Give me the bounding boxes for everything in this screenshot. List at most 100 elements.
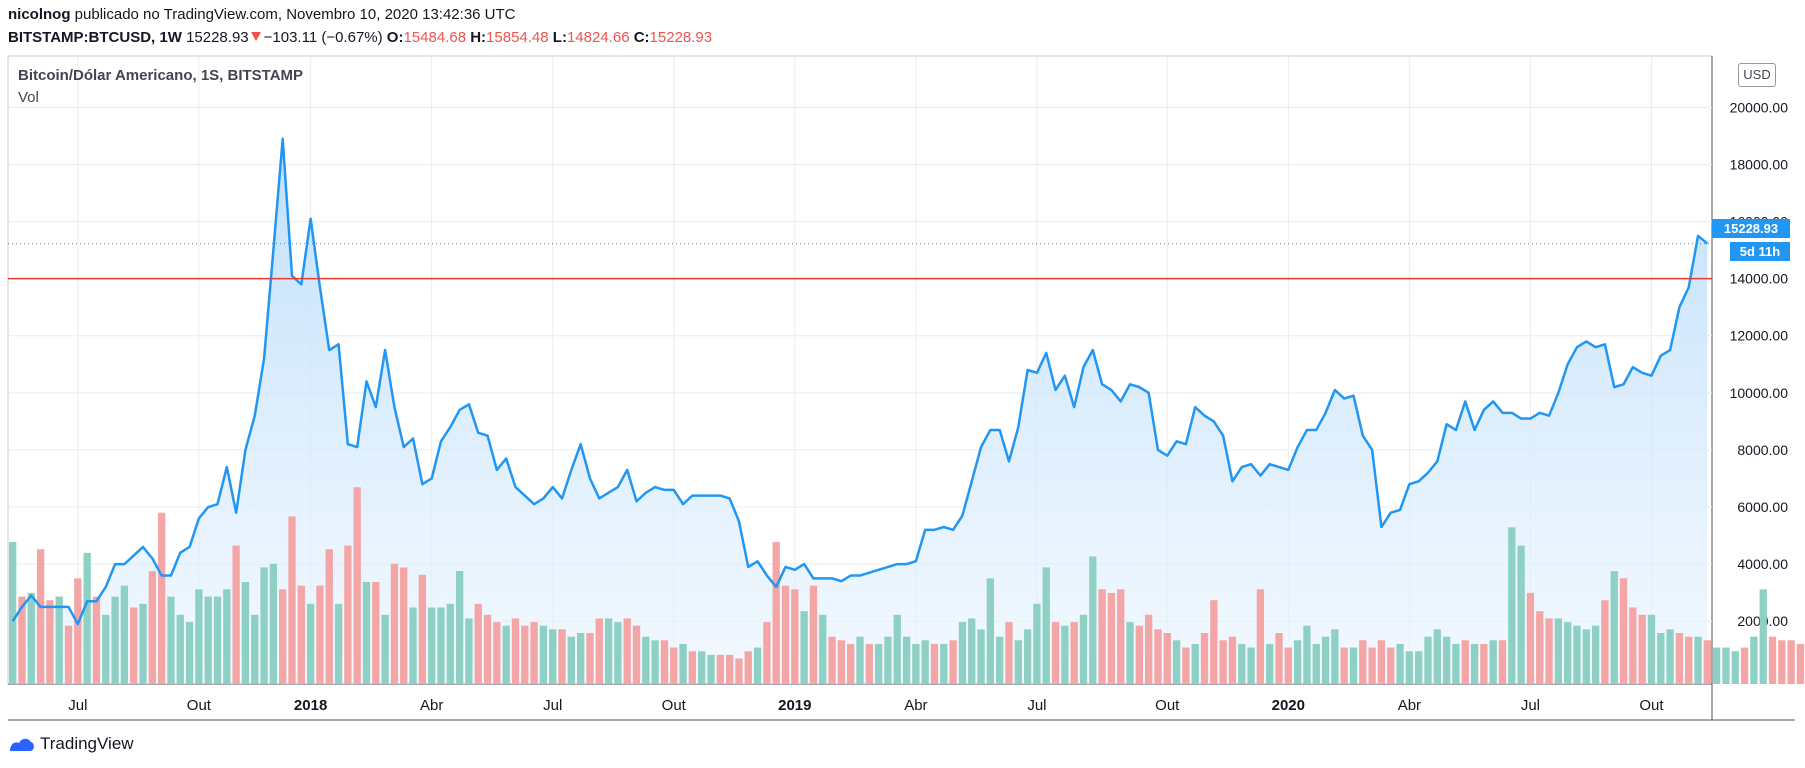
volume-bar: [1359, 640, 1367, 684]
volume-bar: [1340, 647, 1348, 684]
volume-bar: [1293, 640, 1302, 684]
volume-bar: [632, 625, 641, 684]
volume-bar: [1536, 611, 1544, 684]
volume-bar: [1638, 614, 1646, 684]
volume-bar: [1405, 651, 1414, 684]
volume-bar: [912, 643, 920, 684]
x-tick-label: Jul: [543, 697, 562, 714]
volume-bar: [1033, 603, 1041, 684]
volume-bar: [567, 636, 575, 684]
volume-bar: [1629, 607, 1637, 684]
volume-bar: [1713, 647, 1721, 684]
volume-bar: [455, 571, 464, 684]
volume-bar: [623, 618, 631, 684]
close-value: 15228.93: [649, 29, 713, 46]
volume-bar: [716, 654, 724, 684]
volume-bar: [1303, 625, 1311, 684]
volume-bar: [1647, 614, 1656, 684]
volume-bar: [306, 603, 315, 684]
volume-bar: [1517, 545, 1525, 684]
x-tick-label: Jul: [68, 697, 87, 714]
open-value: 15484.68: [403, 29, 467, 46]
volume-legend: Vol: [18, 89, 39, 106]
volume-bar: [232, 545, 240, 684]
volume-bar: [185, 622, 194, 684]
volume-bar: [1023, 629, 1032, 684]
volume-bar: [1433, 629, 1441, 684]
volume-bar: [1424, 636, 1432, 684]
volume-bar: [1750, 636, 1758, 684]
volume-bar: [1331, 629, 1339, 684]
currency-button[interactable]: USD: [1738, 63, 1776, 87]
volume-bar: [46, 600, 54, 684]
volume-bar: [502, 625, 510, 684]
volume-bar: [651, 640, 659, 684]
volume-bar: [213, 596, 222, 684]
volume-bar: [1796, 643, 1805, 684]
volume-bar: [968, 618, 976, 684]
ohlc-header: BITSTAMP:BTCUSD, 1W 15228.93 −103.11 (−0.…: [8, 29, 712, 46]
volume-bar: [847, 643, 855, 684]
volume-bar: [1247, 647, 1255, 684]
volume-bar: [1415, 651, 1423, 684]
y-tick-label: 20000.00: [1730, 99, 1789, 115]
price-change: −103.11 (−0.67%): [263, 29, 383, 46]
volume-bar: [781, 585, 790, 684]
publish-text: publicado no TradingView.com, Novembro 1…: [74, 6, 516, 23]
volume-bar: [577, 633, 585, 684]
volume-bar: [893, 614, 901, 684]
volume-bar: [1582, 629, 1590, 684]
volume-bar: [753, 647, 762, 684]
volume-bar: [698, 651, 706, 684]
volume-bar: [92, 596, 101, 684]
volume-bar: [167, 596, 175, 684]
volume-bar: [465, 618, 473, 684]
volume-bar: [670, 647, 678, 684]
volume-bar: [958, 622, 967, 684]
y-tick-label: 14000.00: [1730, 271, 1789, 287]
x-tick-label: Out: [662, 697, 687, 714]
volume-bar: [1061, 625, 1069, 684]
volume-bar: [1554, 618, 1563, 684]
volume-bar: [707, 654, 715, 684]
volume-bar: [1126, 622, 1134, 684]
y-tick-label: 8000.00: [1737, 442, 1788, 458]
x-tick-label: Abr: [1398, 697, 1421, 714]
countdown-tag: 5d 11h: [1730, 242, 1790, 261]
volume-bar: [725, 654, 734, 684]
volume-bar: [1685, 636, 1693, 684]
volume-bar: [1508, 527, 1516, 684]
y-tick-label: 6000.00: [1737, 499, 1788, 515]
volume-bar: [325, 549, 333, 684]
volume-bar: [1163, 633, 1171, 684]
tradingview-logo-icon: [10, 738, 34, 751]
volume-bar: [288, 516, 296, 684]
x-tick-label: 2020: [1272, 697, 1305, 714]
x-tick-label: 2018: [294, 697, 327, 714]
volume-bar: [9, 541, 17, 684]
volume-bar: [139, 603, 147, 684]
chart-legend-title: Bitcoin/Dólar Americano, 1S, BITSTAMP: [18, 67, 304, 84]
volume-bar: [604, 618, 613, 684]
volume-bar: [1768, 636, 1777, 684]
volume-bar: [1526, 592, 1535, 684]
low-label: L:: [552, 29, 567, 46]
volume-bar: [474, 603, 482, 684]
tradingview-brand[interactable]: TradingView: [8, 734, 134, 754]
volume-bar: [1238, 643, 1246, 684]
volume-bar: [763, 622, 771, 684]
volume-bar: [1610, 571, 1618, 684]
high-label: H:: [470, 29, 487, 46]
volume-bar: [1005, 622, 1013, 684]
volume-bar: [316, 585, 324, 684]
volume-bar: [1387, 647, 1395, 684]
volume-bar: [511, 618, 520, 684]
volume-bar: [735, 658, 743, 684]
volume-bar: [1657, 633, 1665, 684]
volume-bar: [1219, 640, 1227, 684]
y-tick-label: 10000.00: [1730, 385, 1789, 401]
volume-bar: [83, 552, 91, 684]
volume-bar: [549, 629, 557, 684]
volume-bar: [1666, 629, 1674, 684]
